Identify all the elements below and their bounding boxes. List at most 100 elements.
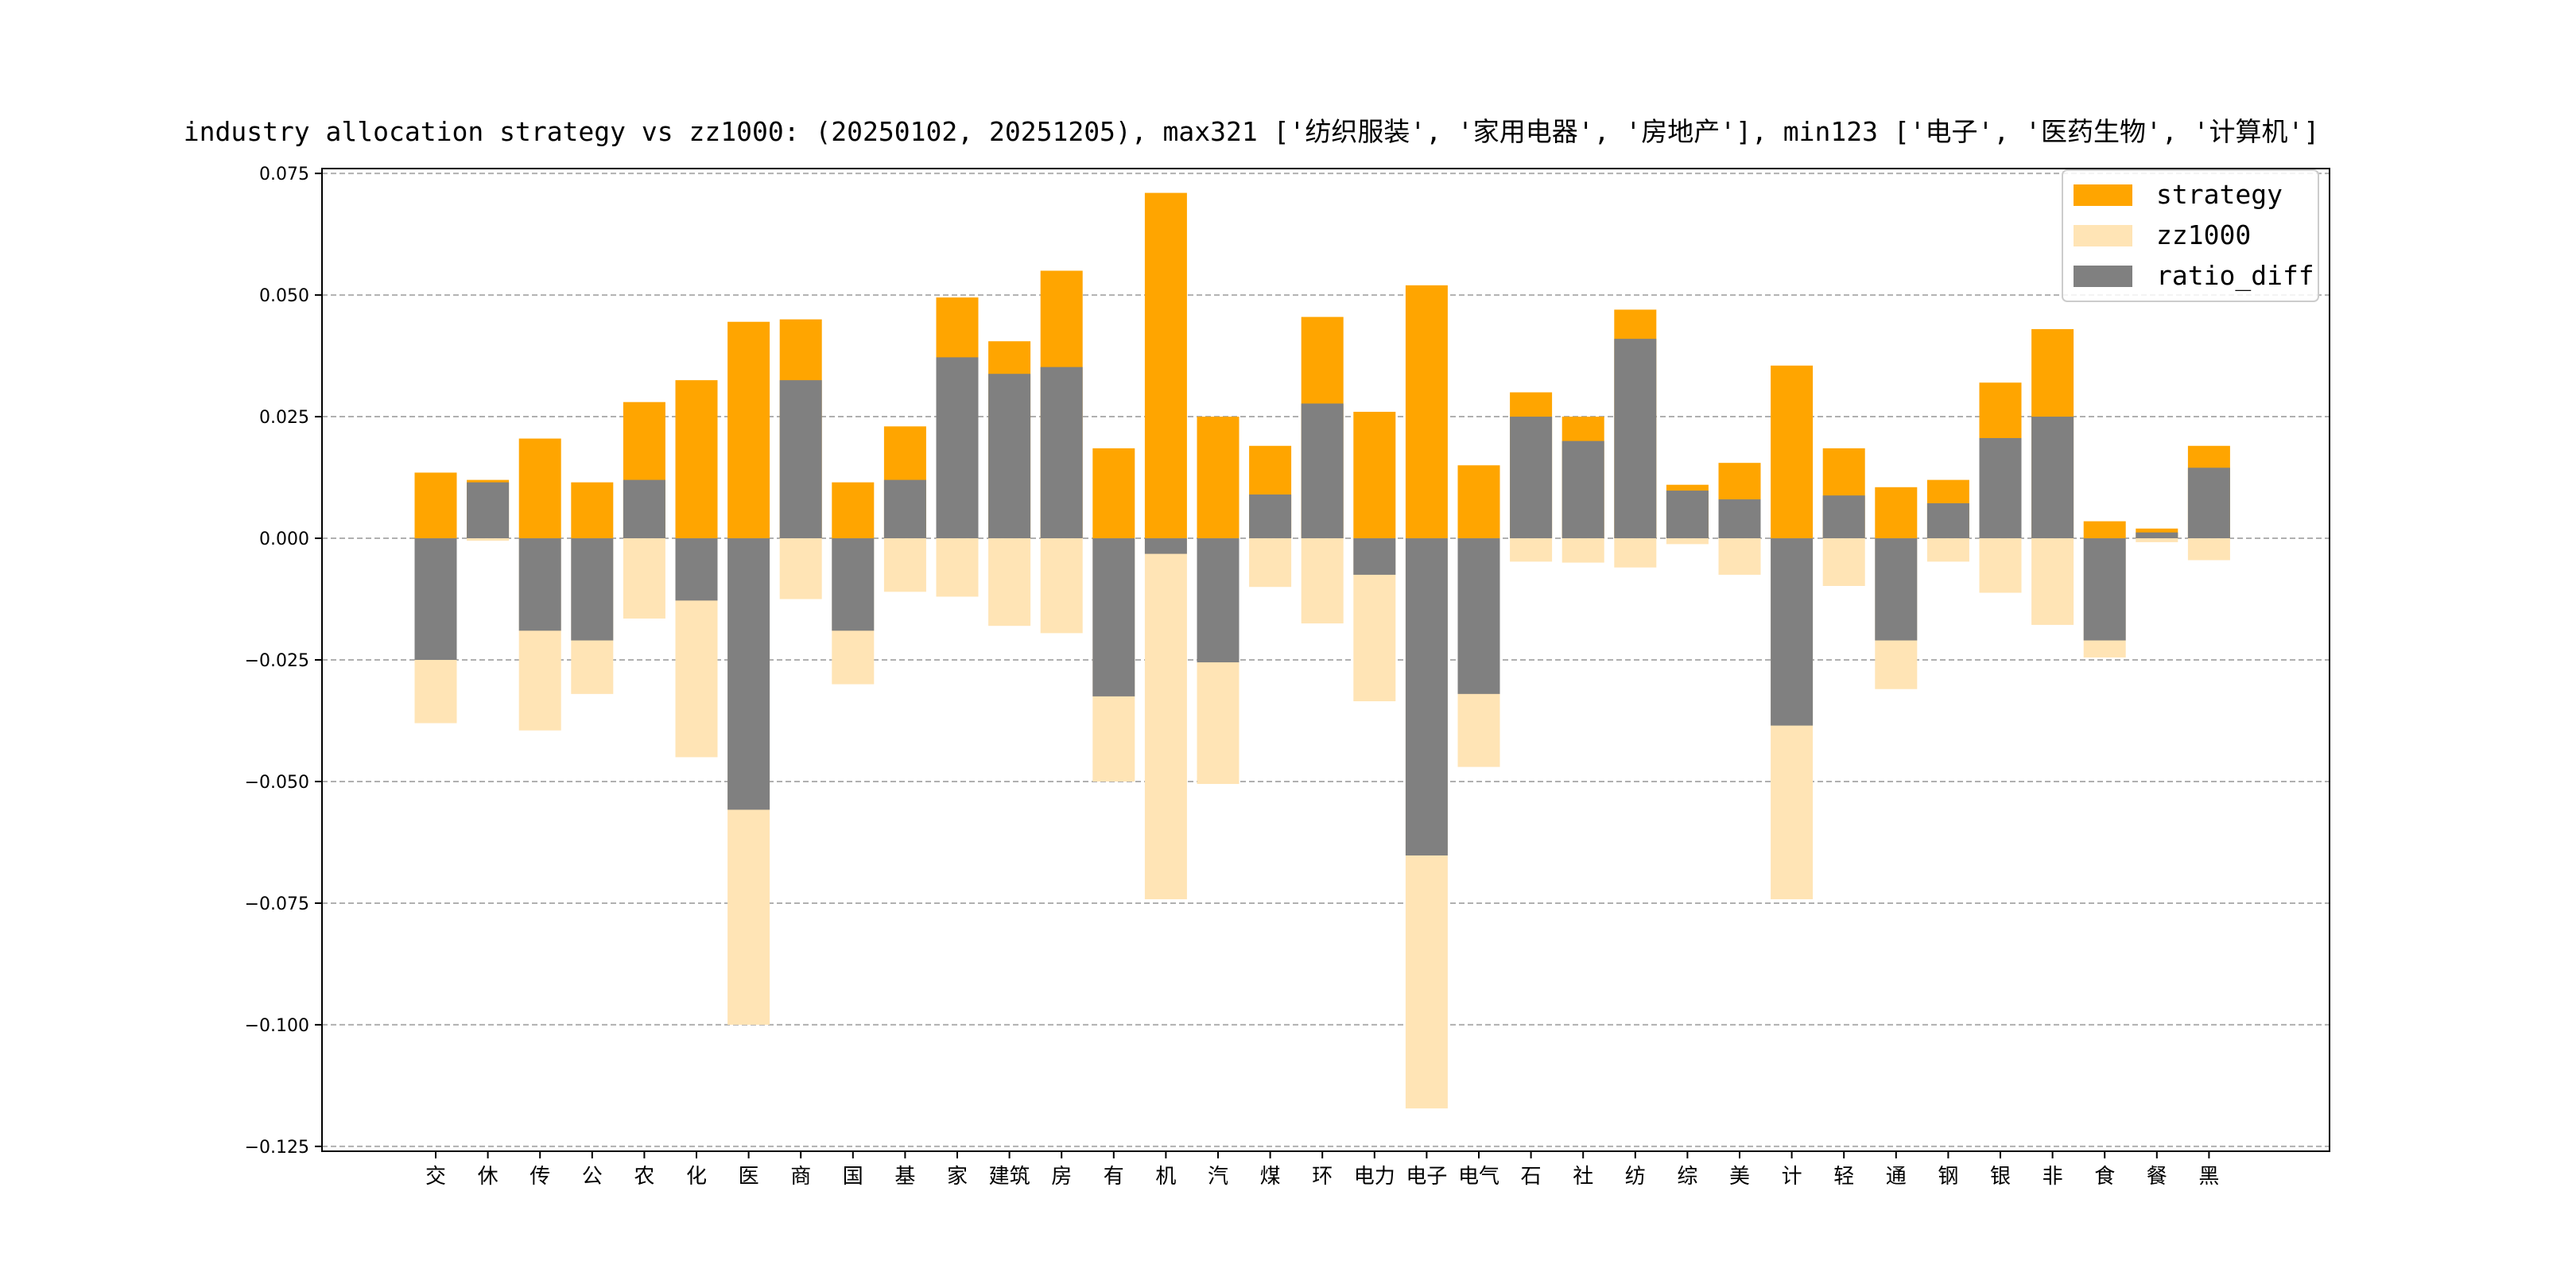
bar-zz1000-31 [2031, 538, 2074, 625]
series-ratio_diff [414, 339, 2230, 855]
bar-zz1000-4 [623, 538, 665, 619]
x-tick-label: 黑 [2198, 1165, 2219, 1189]
bar-ratio_diff-4 [623, 479, 665, 539]
x-tick-label: 石 [1521, 1165, 1542, 1189]
bar-ratio_diff-16 [1249, 494, 1292, 539]
bar-zz1000-34 [2187, 538, 2230, 561]
x-tick-label: 国 [843, 1165, 863, 1189]
legend-label-ratio_diff: ratio_diff [2156, 260, 2314, 292]
bar-strategy-20 [1457, 465, 1500, 539]
x-tick-label: 机 [1155, 1165, 1176, 1189]
legend-swatch-strategy [2074, 184, 2132, 206]
bar-zz1000-22 [1562, 538, 1604, 563]
x-tick-label: 食 [2094, 1165, 2115, 1189]
y-tick-label: 0.050 [259, 286, 309, 306]
bar-zz1000-14 [1144, 538, 1187, 900]
bar-strategy-14 [1144, 192, 1187, 539]
bar-ratio_diff-0 [414, 538, 457, 660]
bar-ratio_diff-24 [1666, 491, 1709, 539]
bar-strategy-28 [1875, 487, 1918, 539]
y-tick-label: −0.125 [245, 1138, 309, 1158]
bar-ratio_diff-5 [675, 538, 718, 601]
bar-ratio_diff-2 [518, 538, 561, 631]
bar-strategy-8 [832, 482, 875, 539]
legend-label-strategy: strategy [2156, 179, 2283, 210]
y-tick-label: −0.100 [245, 1016, 309, 1036]
bar-ratio_diff-28 [1875, 538, 1918, 641]
bar-ratio_diff-33 [2136, 532, 2178, 539]
x-tick-label: 综 [1677, 1165, 1697, 1189]
bar-zz1000-23 [1614, 538, 1657, 568]
bar-ratio_diff-3 [571, 538, 614, 641]
bar-ratio_diff-22 [1562, 440, 1604, 539]
x-tick-label: 公 [582, 1165, 603, 1189]
x-tick-label: 基 [894, 1165, 915, 1189]
bar-strategy-6 [727, 321, 770, 539]
bar-strategy-3 [571, 482, 614, 539]
x-tick-label: 通 [1886, 1165, 1907, 1189]
bar-ratio_diff-31 [2031, 417, 2074, 539]
x-tick-label: 化 [686, 1165, 707, 1189]
bar-ratio_diff-30 [1979, 437, 2022, 539]
legend: strategy zz1000 ratio_diff [2062, 169, 2319, 302]
y-tick-label: −0.025 [245, 651, 309, 671]
x-tick-label: 钢 [1938, 1165, 1958, 1189]
bar-ratio_diff-26 [1771, 538, 1814, 726]
bar-ratio_diff-29 [1926, 502, 1969, 539]
bar-ratio_diff-1 [467, 482, 510, 539]
x-tick-label: 电气 [1458, 1165, 1499, 1189]
y-tick-label: 0.025 [259, 408, 309, 428]
x-tick-label: 非 [2043, 1165, 2063, 1189]
bar-ratio_diff-15 [1197, 538, 1240, 663]
bar-ratio_diff-27 [1822, 495, 1865, 539]
chart-title: industry allocation strategy vs zz1000: … [184, 116, 2320, 147]
bar-ratio_diff-10 [936, 357, 979, 539]
legend-swatch-zz1000 [2074, 225, 2132, 246]
x-tick-label: 房 [1051, 1165, 1072, 1189]
bar-strategy-19 [1405, 285, 1448, 539]
x-tick-label: 纺 [1625, 1165, 1646, 1189]
bar-zz1000-17 [1301, 538, 1344, 624]
bar-ratio_diff-23 [1614, 339, 1657, 539]
bar-ratio_diff-7 [779, 380, 822, 539]
x-tick-label: 银 [1990, 1165, 2011, 1189]
bar-strategy-0 [414, 472, 457, 539]
bar-ratio_diff-20 [1457, 538, 1500, 694]
legend-label-zz1000: zz1000 [2156, 219, 2251, 250]
bar-zz1000-11 [988, 538, 1031, 627]
x-tick-label: 传 [530, 1165, 550, 1189]
y-tick-label: −0.075 [245, 894, 309, 914]
x-tick-label: 电力 [1354, 1165, 1395, 1189]
bar-strategy-5 [675, 380, 718, 539]
x-axis: 交 休 传 公 农 化 医 商 国 基 家建筑房 有 机 汽 煤 环电力 电子 电气石 社 纺 综 美 计 轻 通 钢 银 非 食 餐 黑 [425, 1151, 2219, 1189]
bar-strategy-32 [2083, 521, 2126, 539]
bar-zz1000-27 [1822, 538, 1865, 586]
y-axis: 0.075 0.050 0.025 0.000 −0.025 −0.050 −0.075 −0… [245, 165, 322, 1158]
legend-swatch-ratio_diff [2074, 266, 2132, 287]
x-tick-label: 环 [1312, 1165, 1333, 1189]
bar-ratio_diff-8 [832, 538, 875, 631]
x-tick-label: 有 [1104, 1165, 1124, 1189]
bar-zz1000-7 [779, 538, 822, 599]
bars [414, 192, 2230, 1109]
x-tick-label: 餐 [2147, 1165, 2167, 1189]
bar-ratio_diff-21 [1510, 417, 1553, 539]
bar-ratio_diff-9 [883, 479, 926, 539]
bar-ratio_diff-18 [1353, 538, 1396, 575]
bar-ratio_diff-34 [2187, 467, 2230, 539]
bar-ratio_diff-6 [727, 538, 770, 810]
x-tick-label: 家 [947, 1165, 968, 1189]
bar-ratio_diff-13 [1092, 538, 1135, 696]
x-tick-label: 轻 [1833, 1165, 1854, 1189]
x-tick-label: 休 [478, 1165, 499, 1189]
bar-zz1000-1 [467, 538, 510, 541]
x-tick-label: 商 [790, 1165, 811, 1189]
x-tick-label: 社 [1573, 1165, 1593, 1189]
bar-ratio_diff-32 [2083, 538, 2126, 641]
bar-zz1000-33 [2136, 538, 2178, 542]
bar-zz1000-30 [1979, 538, 2022, 593]
bar-ratio_diff-25 [1718, 499, 1761, 539]
bar-zz1000-9 [883, 538, 926, 592]
bar-ratio_diff-19 [1405, 538, 1448, 855]
